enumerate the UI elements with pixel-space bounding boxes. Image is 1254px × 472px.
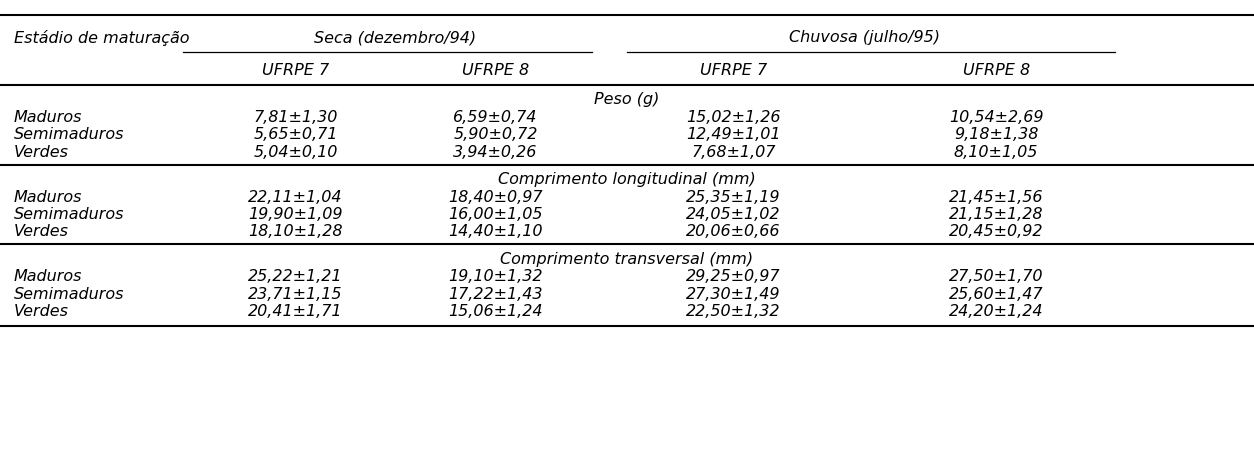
Text: 24,20±1,24: 24,20±1,24 (949, 304, 1043, 319)
Text: 22,50±1,32: 22,50±1,32 (686, 304, 780, 319)
Text: 7,68±1,07: 7,68±1,07 (691, 144, 775, 160)
Text: 27,30±1,49: 27,30±1,49 (686, 287, 780, 302)
Text: UFRPE 8: UFRPE 8 (461, 63, 529, 78)
Text: 20,45±0,92: 20,45±0,92 (949, 224, 1043, 239)
Text: Semimaduros: Semimaduros (14, 287, 124, 302)
Text: 19,10±1,32: 19,10±1,32 (449, 270, 543, 284)
Text: 21,45±1,56: 21,45±1,56 (949, 190, 1043, 204)
Text: UFRPE 8: UFRPE 8 (963, 63, 1030, 78)
Text: Maduros: Maduros (14, 190, 83, 204)
Text: 20,41±1,71: 20,41±1,71 (248, 304, 342, 319)
Text: Estádio de maturação: Estádio de maturação (14, 30, 189, 46)
Text: 8,10±1,05: 8,10±1,05 (954, 144, 1038, 160)
Text: UFRPE 7: UFRPE 7 (262, 63, 329, 78)
Text: 21,15±1,28: 21,15±1,28 (949, 207, 1043, 222)
Text: 19,90±1,09: 19,90±1,09 (248, 207, 342, 222)
Text: 7,81±1,30: 7,81±1,30 (253, 110, 337, 125)
Text: 18,40±0,97: 18,40±0,97 (449, 190, 543, 204)
Text: 12,49±1,01: 12,49±1,01 (686, 127, 780, 142)
Text: 23,71±1,15: 23,71±1,15 (248, 287, 342, 302)
Text: 14,40±1,10: 14,40±1,10 (449, 224, 543, 239)
Text: 29,25±0,97: 29,25±0,97 (686, 270, 780, 284)
Text: 6,59±0,74: 6,59±0,74 (454, 110, 538, 125)
Text: 18,10±1,28: 18,10±1,28 (248, 224, 342, 239)
Text: 15,06±1,24: 15,06±1,24 (449, 304, 543, 319)
Text: Peso (g): Peso (g) (594, 93, 660, 108)
Text: Verdes: Verdes (14, 304, 69, 319)
Text: 20,06±0,66: 20,06±0,66 (686, 224, 780, 239)
Text: 16,00±1,05: 16,00±1,05 (449, 207, 543, 222)
Text: 25,35±1,19: 25,35±1,19 (686, 190, 780, 204)
Text: Seca (dezembro/94): Seca (dezembro/94) (315, 31, 477, 45)
Text: 25,60±1,47: 25,60±1,47 (949, 287, 1043, 302)
Text: Chuvosa (julho/95): Chuvosa (julho/95) (789, 31, 940, 45)
Text: Verdes: Verdes (14, 224, 69, 239)
Text: 10,54±2,69: 10,54±2,69 (949, 110, 1043, 125)
Text: Comprimento transversal (mm): Comprimento transversal (mm) (500, 252, 754, 267)
Text: UFRPE 7: UFRPE 7 (700, 63, 767, 78)
Text: 9,18±1,38: 9,18±1,38 (954, 127, 1038, 142)
Text: 24,05±1,02: 24,05±1,02 (686, 207, 780, 222)
Text: Maduros: Maduros (14, 270, 83, 284)
Text: Verdes: Verdes (14, 144, 69, 160)
Text: 22,11±1,04: 22,11±1,04 (248, 190, 342, 204)
Text: Maduros: Maduros (14, 110, 83, 125)
Text: 5,90±0,72: 5,90±0,72 (454, 127, 538, 142)
Text: 3,94±0,26: 3,94±0,26 (454, 144, 538, 160)
Text: 17,22±1,43: 17,22±1,43 (449, 287, 543, 302)
Text: 25,22±1,21: 25,22±1,21 (248, 270, 342, 284)
Text: 5,04±0,10: 5,04±0,10 (253, 144, 337, 160)
Text: Comprimento longitudinal (mm): Comprimento longitudinal (mm) (498, 172, 756, 187)
Text: Semimaduros: Semimaduros (14, 127, 124, 142)
Text: 15,02±1,26: 15,02±1,26 (686, 110, 780, 125)
Text: 5,65±0,71: 5,65±0,71 (253, 127, 337, 142)
Text: Semimaduros: Semimaduros (14, 207, 124, 222)
Text: 27,50±1,70: 27,50±1,70 (949, 270, 1043, 284)
